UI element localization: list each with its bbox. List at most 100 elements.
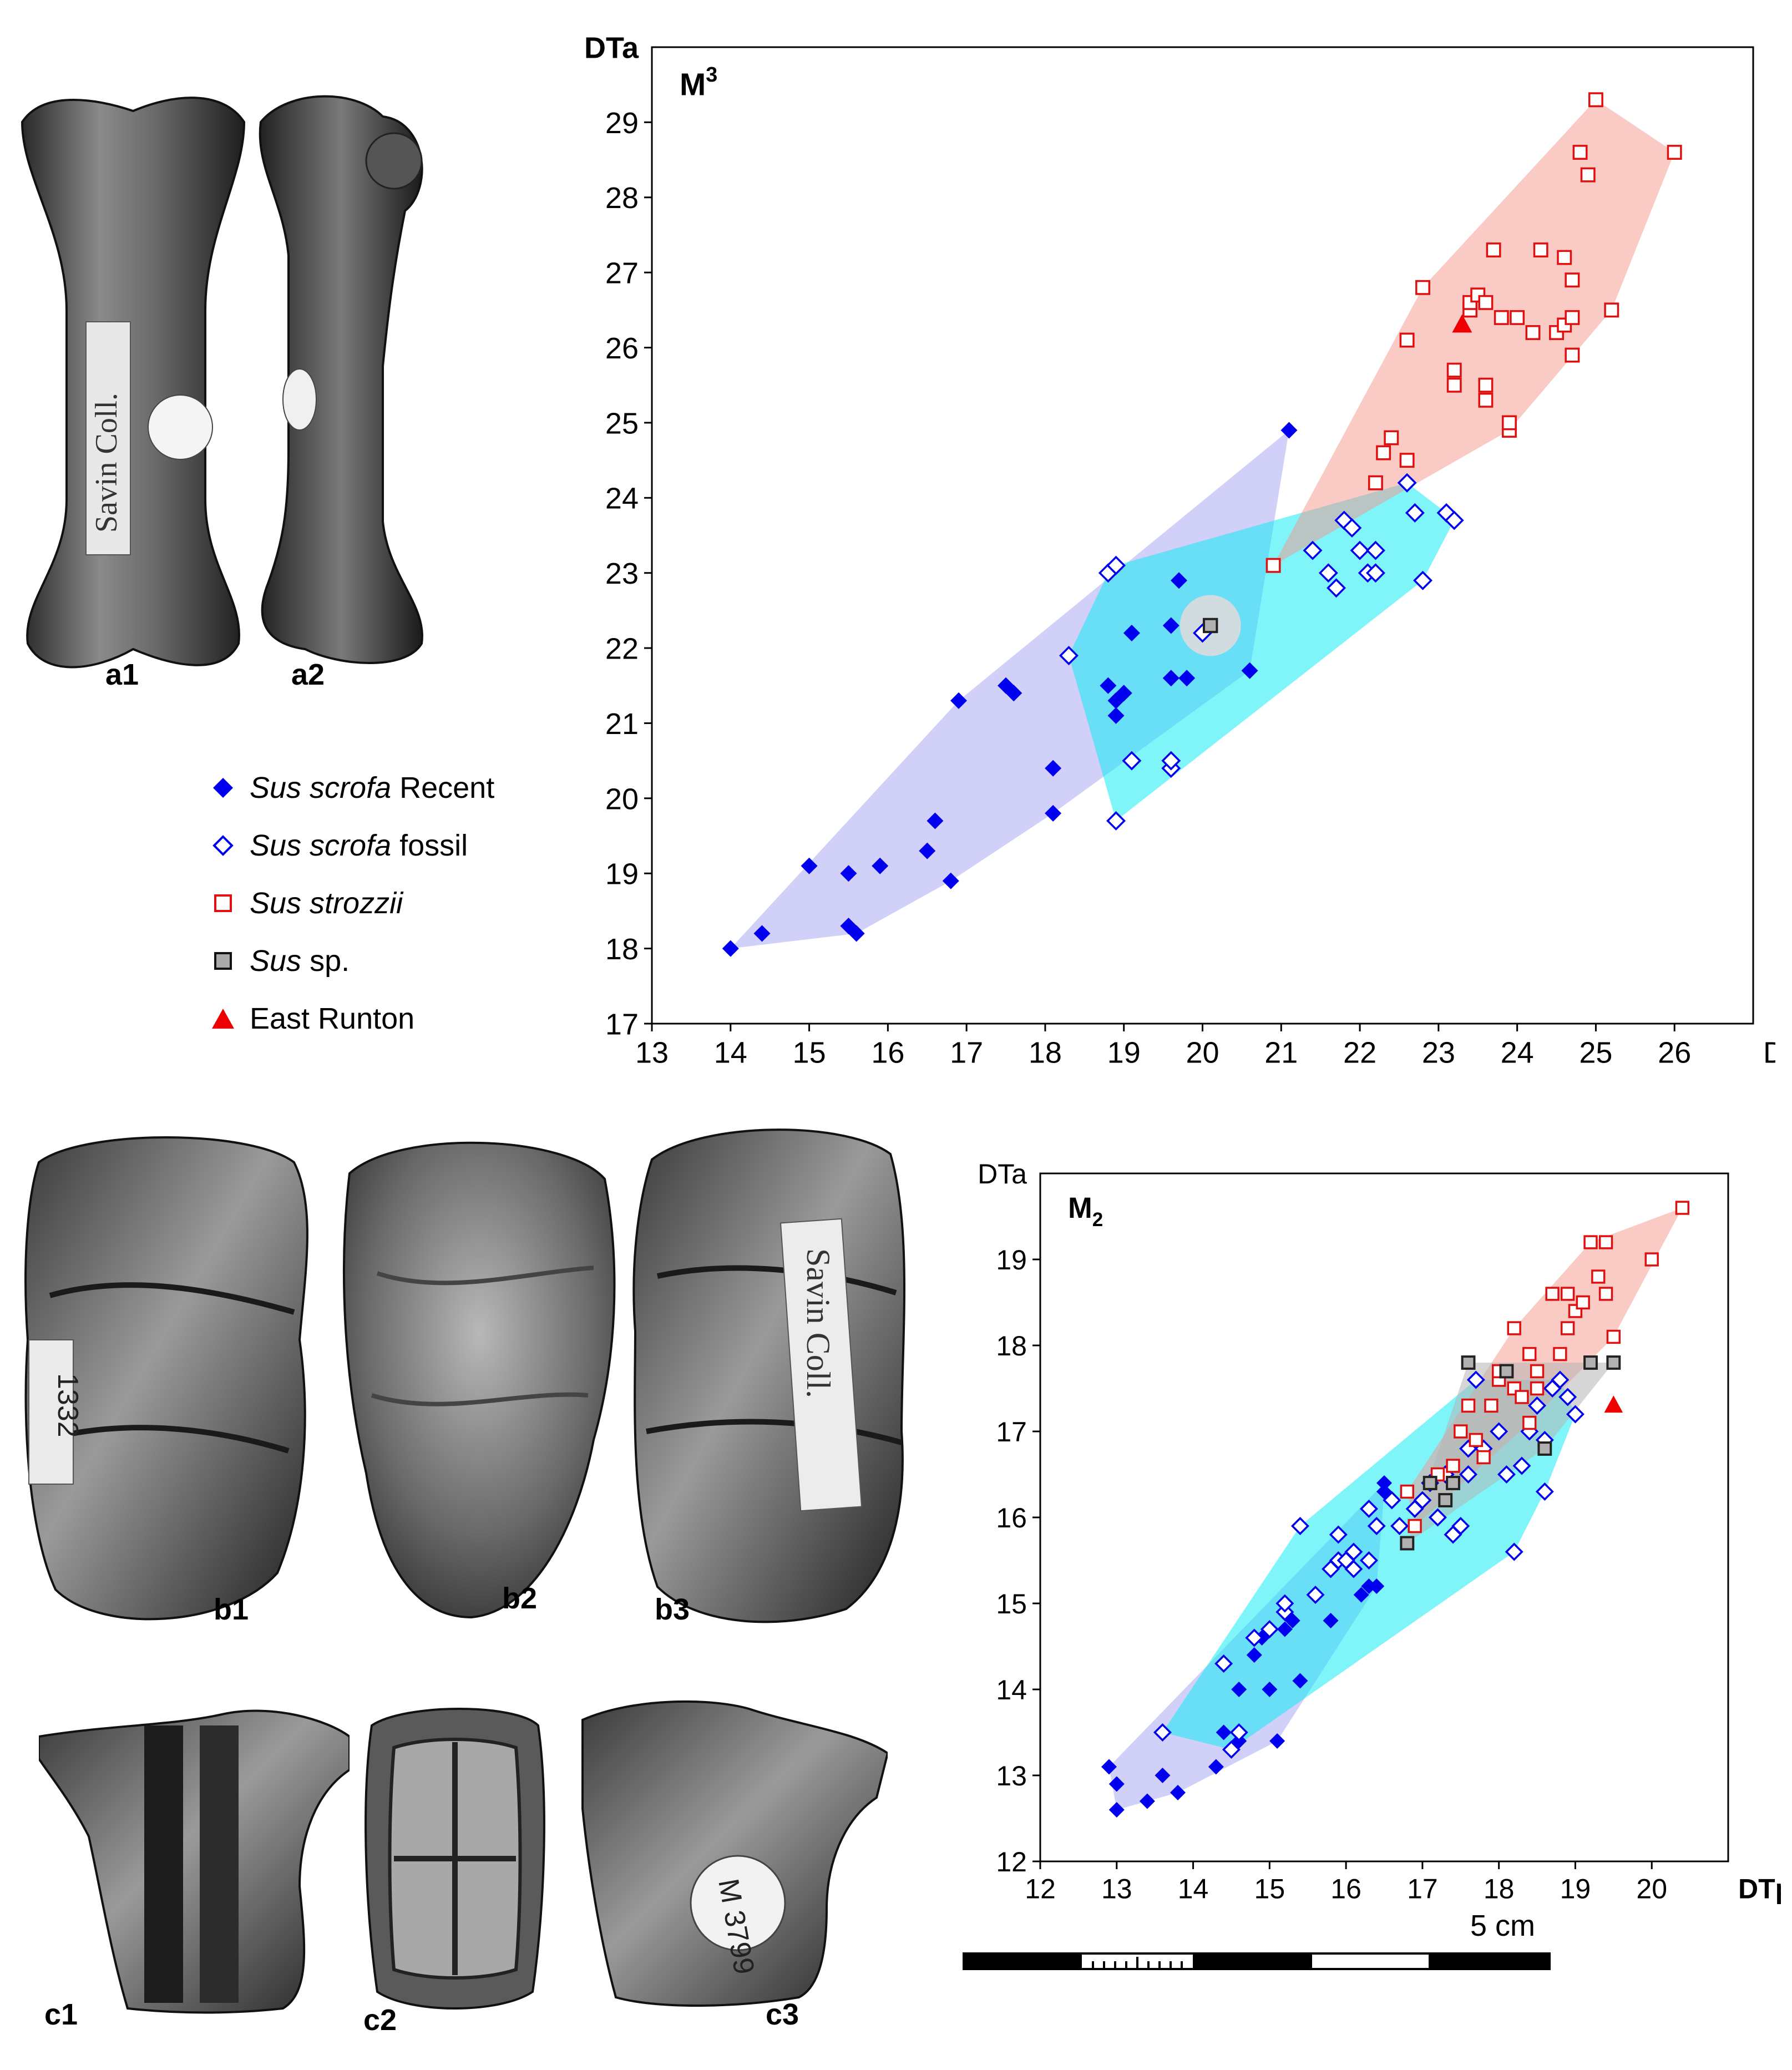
point-s1-42 [1558,1388,1577,1406]
point-s0-15 [1100,677,1117,694]
point-s2-23 [1557,250,1572,265]
point-s2-27 [1565,310,1580,325]
point-s2-12 [1478,295,1494,310]
bone-front-view: Savin Coll. [21,97,246,669]
chart-m3: 13 14 15 16 17 18 19 20 21 22 23 24 25 26 17 18 19 20 21 22… [584,31,1775,1070]
point-s0-17 [1323,1613,1339,1628]
legend-italic-3: Sus [250,944,302,978]
legend-italic-1: Sus scrofa [250,829,392,862]
y-tick-label-1: 13 [996,1760,1027,1791]
point-s2-6 [1415,280,1430,295]
point-s2-18 [1545,1287,1560,1301]
point-s2-5 [1461,1398,1476,1413]
point-s2-30 [1588,92,1603,108]
point-s1-17 [1397,473,1417,493]
point-s1-43 [1566,1405,1585,1424]
point-s2-14 [1478,392,1494,408]
legend-italic-2: Sus strozzii [250,887,403,920]
x-tick-label-8: 21 [1264,1036,1298,1070]
y-tick-label-2: 19 [605,858,639,891]
point-s2-26 [1598,1235,1613,1249]
point-s0-7 [1216,1724,1232,1740]
y-axis-label: DTa [584,31,639,64]
y-tick-label-1: 18 [605,933,639,966]
x-tick-label-7: 19 [1560,1874,1591,1905]
point-s3-7 [1583,1355,1598,1370]
x-tick-label-13: 26 [1658,1036,1691,1070]
x-tick-label-0: 13 [635,1036,669,1070]
hull-sus-sp [1407,1363,1614,1543]
point-s2-20 [1560,1321,1575,1335]
scale-bar [963,1952,1551,1970]
point-s1-14 [1344,1560,1363,1578]
point-s3-4 [1461,1355,1476,1370]
collection-label: Savin Coll. [89,393,124,533]
point-s2-13 [1478,377,1494,393]
point-s3-1 [1423,1476,1437,1490]
y-tick-label-5: 17 [996,1416,1027,1448]
hull-2 [1273,99,1675,566]
point-s2-7 [1446,377,1462,393]
x-tick-label-2: 14 [1178,1874,1209,1905]
point-s1-28 [1459,1465,1478,1484]
label-b2: b2 [502,1582,538,1615]
x-tick-label-6: 19 [1107,1036,1141,1070]
point-s1-39 [1535,1482,1554,1501]
point-s1-30 [1466,1370,1485,1389]
x-tick-label-3: 16 [871,1036,904,1070]
x-tick-label-4: 16 [1330,1874,1361,1905]
diamond-open-icon [212,835,234,856]
point-s2-19 [1553,1347,1567,1362]
y-tick-label-7: 24 [605,482,639,515]
point-s1-22 [1413,1491,1432,1510]
point-s2-8 [1484,1398,1499,1413]
legend-rest-4: East Runton [250,1002,415,1035]
point-s2-12 [1507,1321,1521,1335]
point-s0-8 [927,812,944,829]
triangle-filled-icon [212,1009,234,1029]
point-s2-14 [1522,1415,1537,1430]
point-s0-17 [1107,692,1125,709]
point-s0-21 [1162,670,1180,687]
point-s1-3 [1229,1723,1248,1742]
point-s1-17 [1359,1500,1378,1518]
y-tick-label-3: 15 [996,1588,1027,1619]
point-s1-15 [1365,540,1385,560]
y-tick-label-4: 16 [996,1502,1027,1533]
point-s1-2 [1106,555,1126,575]
photo-c3-tooth: M 3799 [566,1698,888,2008]
x-tick-label-12: 25 [1579,1036,1612,1070]
x-tick-label-6: 18 [1484,1874,1515,1905]
x-tick-label-3: 15 [1254,1874,1285,1905]
x-tick-label-5: 17 [1407,1874,1438,1905]
photo-a2-bone [244,89,444,671]
point-s2-5 [1399,332,1415,348]
point-s1-16 [1365,563,1385,583]
legend-item-sus-strozzii: Sus strozzii [211,881,403,925]
point-s2-7 [1476,1450,1491,1465]
point-s2-13 [1515,1390,1529,1404]
x-tick-label-1: 14 [714,1036,747,1070]
point-s0-16 [1107,707,1125,724]
square-open-icon [214,894,232,912]
diamond-filled-icon [213,778,233,798]
molar-occlusal-view [343,1141,616,1619]
y-tick-label-7: 19 [996,1244,1027,1276]
legend-item-sus-scrofa-fossil: Sus scrofa fossil [211,823,468,868]
x-tick-label-8: 20 [1636,1874,1667,1905]
legend-item-sus-scrofa-recent: Sus scrofa Recent [211,766,494,810]
point-s1-12 [1329,1525,1348,1544]
legend-rest-0: Recent [391,771,495,804]
point-s2-3 [1446,1459,1460,1473]
point-s2-30 [1675,1201,1690,1215]
tooth-c3-view: M 3799 [581,1700,888,2007]
point-s2-18 [1502,415,1517,431]
specimen-label-1332: 1332 [52,1373,84,1438]
panel-title: M2 [1068,1192,1103,1231]
label-c3: c3 [766,1998,799,2031]
point-s2-31 [1604,302,1619,318]
chart-m2: 12 13 14 15 16 17 18 19 20 12 13 14 15 16 17 18 19 DTp DTa… [978,1158,1781,1905]
point-s0-12 [1005,685,1022,702]
point-s2-1 [1368,475,1383,490]
y-tick-label-11: 28 [605,181,639,215]
